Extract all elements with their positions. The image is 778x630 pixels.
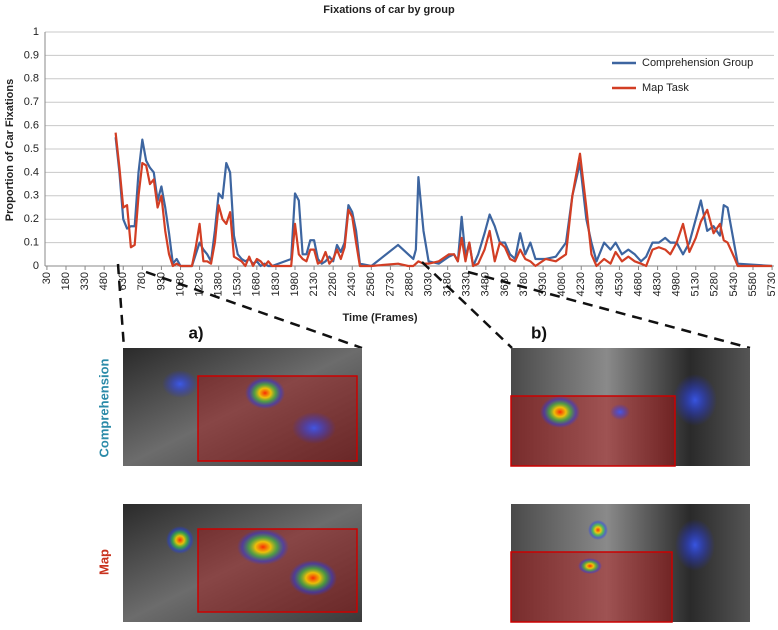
x-tick-label: 4680 <box>632 272 644 296</box>
x-tick-label: 3030 <box>422 272 434 296</box>
y-tick-label: 0.3 <box>24 190 39 202</box>
projection-line <box>467 270 751 350</box>
x-tick-label: 4530 <box>613 272 625 296</box>
projection-line <box>421 261 513 349</box>
projection-lines <box>116 261 751 350</box>
x-tick-label: 2880 <box>403 272 415 296</box>
x-tick-label: 5130 <box>690 272 702 296</box>
x-tick-label: 4380 <box>594 272 606 296</box>
projection-line <box>145 270 363 350</box>
x-tick-label: 2280 <box>327 272 339 296</box>
heatmap-image <box>123 348 362 466</box>
y-axis-label: Proportion of Car Fixations <box>4 79 16 221</box>
x-tick-label: 30 <box>41 272 53 284</box>
x-tick-label: 1230 <box>193 272 205 296</box>
x-tick-label: 930 <box>155 272 167 290</box>
y-tick-label: 0.1 <box>24 237 39 249</box>
y-tick-label: 0 <box>33 260 39 272</box>
x-tick-label: 4830 <box>651 272 663 296</box>
x-tick-label: 2730 <box>384 272 396 296</box>
x-tick-label: 2430 <box>346 272 358 296</box>
x-tick-label: 5430 <box>728 272 740 296</box>
x-tick-label: 5280 <box>709 272 721 296</box>
chart-title: Fixations of car by group <box>323 4 455 16</box>
x-tick-label: 1980 <box>289 272 301 296</box>
x-axis-label: Time (Frames) <box>343 312 418 324</box>
x-tick-label: 2580 <box>365 272 377 296</box>
heatmap-image <box>510 504 750 623</box>
x-tick-label: 3780 <box>518 272 530 296</box>
x-tick-label: 780 <box>136 272 148 290</box>
y-tick-label: 0.6 <box>24 120 39 132</box>
y-tick-label: 0.5 <box>24 143 39 155</box>
projection-line <box>116 263 126 349</box>
x-tick-label: 5580 <box>747 272 759 296</box>
y-tick-label: 0.7 <box>24 96 39 108</box>
x-tick-label: 180 <box>60 272 72 290</box>
heatmap-image <box>123 504 362 622</box>
x-tick-label: 3330 <box>461 272 473 296</box>
x-tick-label: 5730 <box>766 272 778 296</box>
x-tick-label: 1830 <box>270 272 282 296</box>
y-tick-label: 0.8 <box>24 73 39 85</box>
x-tick-label: 2130 <box>308 272 320 296</box>
row-label: Map <box>96 549 111 575</box>
panel-label: a) <box>188 323 203 342</box>
x-tick-label: 330 <box>79 272 91 290</box>
y-tick-label: 0.2 <box>24 213 39 225</box>
x-tick-label: 4080 <box>556 272 568 296</box>
panel-label: b) <box>531 323 547 342</box>
x-tick-label: 4980 <box>671 272 683 296</box>
x-tick-label: 3630 <box>499 272 511 296</box>
legend-label: Map Task <box>642 82 689 94</box>
x-tick-label: 1680 <box>251 272 263 296</box>
x-tick-label: 4230 <box>575 272 587 296</box>
row-label: Comprehension <box>96 358 111 457</box>
legend-label: Comprehension Group <box>642 57 753 69</box>
x-tick-label: 3180 <box>442 272 454 296</box>
heatmap-image <box>510 348 750 467</box>
plot-area: 0 0.1 0.2 0.3 0.4 0.5 0.6 0.7 0.8 0.9 1 30 180 330 480… <box>24 26 778 297</box>
x-tick-label: 480 <box>98 272 110 290</box>
x-tick-label: 1530 <box>232 272 244 296</box>
y-tick-label: 0.9 <box>24 49 39 61</box>
x-tick-label: 1380 <box>213 272 225 296</box>
series-line <box>114 132 773 268</box>
y-tick-label: 1 <box>33 26 39 38</box>
y-tick-label: 0.4 <box>24 166 39 178</box>
series-line <box>114 137 773 268</box>
